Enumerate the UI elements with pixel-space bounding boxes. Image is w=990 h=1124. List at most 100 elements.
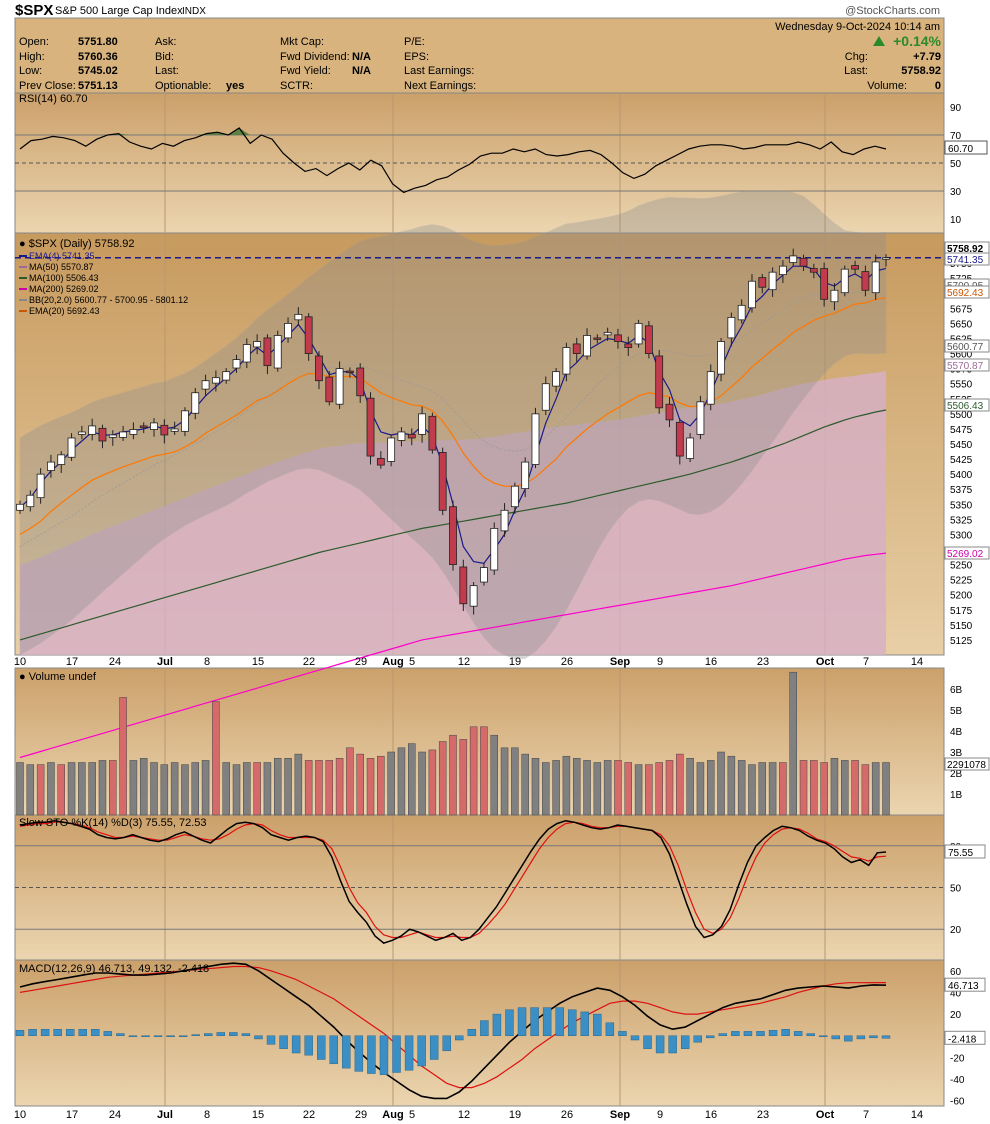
candle-body [603,332,612,336]
label-optionable: Optionable: [155,80,211,92]
macd-hist-bar [618,1031,627,1036]
macd-hist-bar [178,1035,188,1037]
candle-body [686,437,695,459]
price-tick-label: 5475 [950,425,973,436]
macd-hist-bar [429,1035,439,1060]
volume-bar [469,726,478,816]
candle-body [253,341,262,348]
volume-bar [57,764,65,816]
candle-body [644,325,653,354]
macd-hist-bar [329,1035,338,1065]
volume-bar [572,758,581,816]
volume-title: ● Volume undef [19,671,97,683]
volume-bar [799,760,808,816]
volume-bar [139,758,148,816]
legend-entry: BB(20,2.0) 5600.77 - 5700.95 - 5801.12 [29,295,188,305]
volume-bar [47,762,55,816]
volume-bar [820,762,828,816]
candle-body [418,413,426,435]
volume-bar [232,764,241,816]
macd-hist-bar [116,1033,125,1036]
label-pe: P/E: [404,36,425,48]
candle-body [758,277,767,288]
price-tick-label: 5550 [950,380,973,391]
x-tick-label: 29 [355,656,367,668]
x-tick-label: 10 [14,1109,26,1121]
price-value-box [944,398,990,412]
rsi-last-label: 60.70 [948,144,973,155]
macd-hist-bar [204,1033,213,1036]
x-tick-label: Aug [382,656,403,668]
x-tick-label: 16 [705,1109,717,1121]
label-eps: EPS: [404,51,429,63]
candle-body [706,371,715,405]
legend-entry: EMA(4) 5741.35 [29,251,95,261]
ma200-line [19,552,887,759]
macd-hist-bar [555,1007,564,1036]
x-tick-label: 26 [561,1109,573,1121]
macd-hist-bar [266,1035,276,1045]
volume-bar [366,758,375,816]
macd-hist-bar [605,1022,615,1036]
volume-bar [119,697,127,816]
x-tick-label: 14 [911,1109,923,1121]
macd-signal-line [19,965,886,1089]
candle-body [150,422,158,430]
macd-tick-label: 40 [950,988,962,999]
candle-body [552,371,560,387]
price-right-label: 5600.77 [947,342,984,353]
volume-bar [150,762,158,816]
macd-hist-bar [492,1013,502,1036]
label-last: Last: [155,65,179,77]
price-value-box [944,285,990,299]
candle-body [768,271,777,291]
volume-bar [624,762,633,816]
bb-mid-line [19,292,887,547]
macd-hist-bar [480,1020,489,1036]
candle-body [26,494,35,508]
candle-body [840,268,849,294]
x-tick-label: 7 [863,1109,869,1121]
rsi-title: RSI(14) 60.70 [19,93,87,105]
label-high: High: [19,51,45,63]
price-tick-label: 5200 [950,591,973,602]
volume-bar [490,734,498,816]
candle-body [438,452,447,511]
candle-body [871,261,880,294]
volume-bar [665,760,674,816]
macd-hist-bar [743,1031,753,1036]
price-right-label: 5570.87 [947,361,984,372]
legend-entry: MA(50) 5570.87 [29,262,94,272]
indicator-lines [15,127,944,1100]
macd-line [19,962,887,1100]
candle-body [614,334,622,342]
price-value-box [944,358,990,372]
rsi-line [19,127,887,194]
candle-body [748,280,756,309]
volume-value-box [944,757,990,771]
rsi-tick-label: 50 [950,159,962,170]
macd-hist-last-label: -2.418 [948,1034,977,1045]
index-name: S&P 500 Large Cap Index [55,5,183,17]
volume-tick-label: 6B [950,685,963,696]
candle-body [675,421,684,457]
volume-bar [768,762,777,816]
volume-bar [67,762,76,816]
volume-bar [511,747,519,816]
macd-hist-bar [856,1035,866,1040]
sto-title: Slow STO %K(14) %D(3) 75.55, 72.53 [19,817,207,829]
candle-body [572,343,581,354]
macd-hist-bar [706,1035,715,1039]
macd-hist-bar [78,1029,87,1036]
macd-tick-label: -20 [950,1053,965,1064]
volume-bar [727,755,736,816]
candle-body [717,341,725,375]
x-tick-label: 15 [252,656,264,668]
candle-body [263,337,272,367]
price-value-box [944,252,990,266]
x-tick-label: 7 [863,656,869,668]
x-tick-label: 17 [66,1109,78,1121]
volume-bar [170,762,179,816]
rsi-tick-label: 90 [950,103,962,114]
